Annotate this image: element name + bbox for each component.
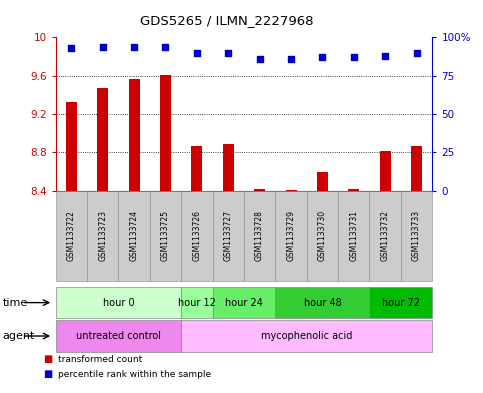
- Text: GSM1133723: GSM1133723: [98, 210, 107, 261]
- Text: hour 72: hour 72: [382, 298, 420, 308]
- Text: GSM1133725: GSM1133725: [161, 210, 170, 261]
- Bar: [191, 145, 202, 191]
- Text: hour 24: hour 24: [225, 298, 263, 308]
- Point: [99, 43, 107, 50]
- Text: GDS5265 / ILMN_2227968: GDS5265 / ILMN_2227968: [140, 14, 314, 27]
- Text: mycophenolic acid: mycophenolic acid: [261, 331, 353, 341]
- Text: GSM1133724: GSM1133724: [129, 210, 139, 261]
- Point: [319, 54, 327, 61]
- Bar: [348, 189, 359, 191]
- Point: [382, 53, 389, 59]
- Text: percentile rank within the sample: percentile rank within the sample: [58, 370, 211, 379]
- Text: GSM1133730: GSM1133730: [318, 210, 327, 261]
- Point: [161, 43, 170, 50]
- Point: [256, 56, 264, 62]
- Bar: [285, 190, 297, 191]
- Text: hour 0: hour 0: [102, 298, 134, 308]
- Text: ■: ■: [43, 354, 53, 364]
- Point: [68, 45, 75, 51]
- Point: [412, 50, 420, 56]
- Text: GSM1133731: GSM1133731: [349, 210, 358, 261]
- Text: GSM1133726: GSM1133726: [192, 210, 201, 261]
- Text: transformed count: transformed count: [58, 355, 142, 364]
- Point: [350, 54, 357, 61]
- Point: [224, 50, 232, 56]
- Text: hour 48: hour 48: [303, 298, 341, 308]
- Text: time: time: [2, 298, 28, 308]
- Bar: [97, 88, 108, 191]
- Bar: [317, 173, 328, 191]
- Bar: [66, 103, 77, 191]
- Text: agent: agent: [2, 331, 35, 341]
- Text: ■: ■: [43, 369, 53, 379]
- Point: [130, 43, 138, 50]
- Text: GSM1133732: GSM1133732: [381, 210, 390, 261]
- Bar: [411, 145, 422, 191]
- Point: [193, 50, 201, 56]
- Bar: [223, 144, 234, 191]
- Text: GSM1133733: GSM1133733: [412, 210, 421, 261]
- Bar: [254, 189, 265, 191]
- Text: GSM1133722: GSM1133722: [67, 210, 76, 261]
- Bar: [380, 151, 391, 191]
- Text: hour 12: hour 12: [178, 298, 216, 308]
- Text: GSM1133729: GSM1133729: [286, 210, 296, 261]
- Bar: [160, 75, 171, 191]
- Text: GSM1133728: GSM1133728: [255, 210, 264, 261]
- Point: [287, 56, 295, 62]
- Bar: [128, 79, 140, 191]
- Text: untreated control: untreated control: [76, 331, 161, 341]
- Text: GSM1133727: GSM1133727: [224, 210, 233, 261]
